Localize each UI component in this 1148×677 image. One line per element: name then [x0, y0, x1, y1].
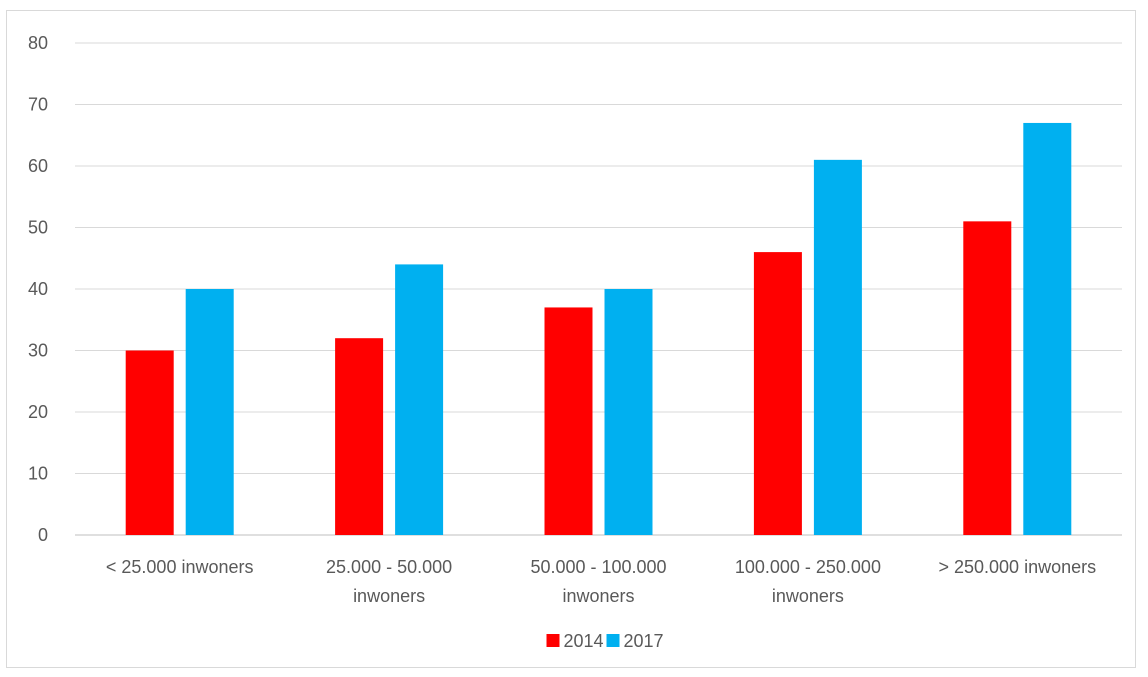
bar-2014	[125, 350, 174, 535]
legend-label: 2017	[624, 631, 664, 651]
y-tick-label: 80	[28, 33, 48, 53]
bar-2014	[335, 338, 384, 535]
bar-2014	[963, 221, 1012, 535]
bar-2017	[813, 159, 862, 535]
y-tick-label: 50	[28, 218, 48, 238]
bar-2017	[395, 264, 444, 535]
legend-swatch-2017	[606, 634, 620, 647]
x-category-label: 100.000 - 250.000	[735, 557, 881, 577]
bar-2014	[544, 307, 593, 535]
y-tick-label: 40	[28, 279, 48, 299]
gridlines	[75, 42, 1122, 536]
y-tick-label: 60	[28, 156, 48, 176]
x-axis-labels: < 25.000 inwoners 25.000 - 50.000 inwoners…	[106, 557, 1096, 606]
bar-2014	[753, 252, 802, 535]
x-category-label: 50.000 - 100.000	[530, 557, 666, 577]
y-tick-label: 0	[38, 525, 48, 545]
y-axis-ticks: 0 10 20 30 40 50 60 70 80	[28, 33, 48, 545]
y-tick-label: 10	[28, 464, 48, 484]
bar-2017	[185, 289, 234, 535]
x-category-label: < 25.000 inwoners	[106, 557, 254, 577]
bar-2017	[604, 289, 653, 535]
y-tick-label: 20	[28, 402, 48, 422]
x-category-label: > 250.000 inwoners	[938, 557, 1096, 577]
bars	[125, 122, 1072, 535]
y-tick-label: 30	[28, 341, 48, 361]
x-category-label: 25.000 - 50.000	[326, 557, 452, 577]
y-tick-label: 70	[28, 95, 48, 115]
x-category-label: inwoners	[353, 586, 425, 606]
legend-swatch-2014	[546, 634, 560, 647]
x-category-label: inwoners	[562, 586, 634, 606]
legend-label: 2014	[564, 631, 604, 651]
legend: 2014 2017	[546, 631, 664, 651]
bar-2017	[1023, 122, 1072, 535]
x-category-label: inwoners	[772, 586, 844, 606]
